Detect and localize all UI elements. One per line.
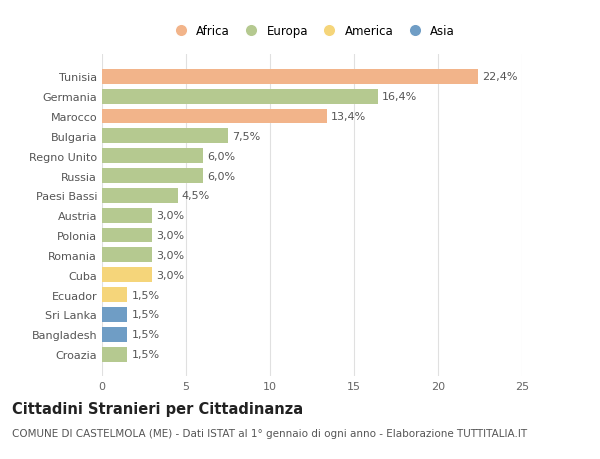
Bar [102, 189, 178, 203]
Bar [102, 347, 127, 362]
Text: 22,4%: 22,4% [482, 72, 518, 82]
Bar [102, 308, 127, 322]
Bar [102, 327, 127, 342]
Text: 1,5%: 1,5% [131, 349, 160, 359]
Bar [102, 208, 152, 223]
Bar [102, 248, 152, 263]
Text: 3,0%: 3,0% [157, 270, 185, 280]
Bar [102, 287, 127, 302]
Bar [102, 90, 377, 104]
Bar [102, 268, 152, 283]
Bar [102, 70, 478, 84]
Bar [102, 149, 203, 164]
Bar [102, 109, 327, 124]
Text: 7,5%: 7,5% [232, 132, 260, 141]
Text: 1,5%: 1,5% [131, 330, 160, 340]
Bar [102, 228, 152, 243]
Text: 3,0%: 3,0% [157, 211, 185, 221]
Bar [102, 129, 228, 144]
Text: 4,5%: 4,5% [182, 191, 210, 201]
Text: 1,5%: 1,5% [131, 290, 160, 300]
Legend: Africa, Europa, America, Asia: Africa, Europa, America, Asia [167, 22, 457, 40]
Text: 3,0%: 3,0% [157, 230, 185, 241]
Text: COMUNE DI CASTELMOLA (ME) - Dati ISTAT al 1° gennaio di ogni anno - Elaborazione: COMUNE DI CASTELMOLA (ME) - Dati ISTAT a… [12, 428, 527, 438]
Text: 6,0%: 6,0% [207, 171, 235, 181]
Text: 16,4%: 16,4% [382, 92, 417, 102]
Text: 6,0%: 6,0% [207, 151, 235, 161]
Text: Cittadini Stranieri per Cittadinanza: Cittadini Stranieri per Cittadinanza [12, 402, 303, 417]
Text: 13,4%: 13,4% [331, 112, 367, 122]
Bar [102, 169, 203, 184]
Text: 1,5%: 1,5% [131, 310, 160, 320]
Text: 3,0%: 3,0% [157, 250, 185, 260]
